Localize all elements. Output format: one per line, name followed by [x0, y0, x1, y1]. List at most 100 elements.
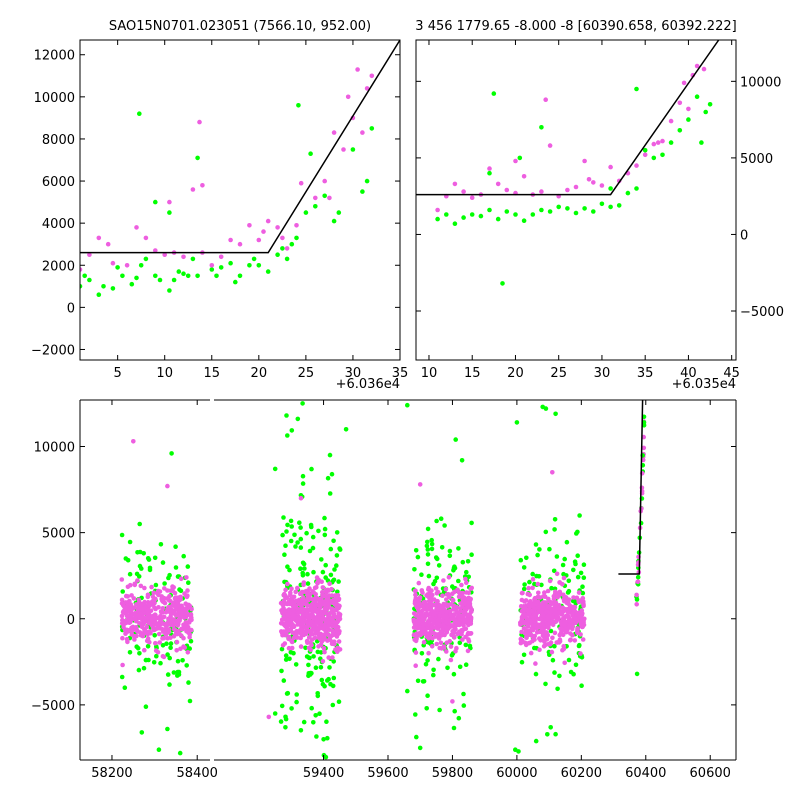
y-tick-label: 10000	[34, 441, 75, 456]
point-green	[566, 578, 572, 584]
point-pink	[435, 207, 440, 213]
point-pink	[142, 647, 147, 653]
point-green	[564, 539, 570, 545]
point-green	[285, 522, 290, 528]
point-pink	[141, 611, 146, 616]
point-pink	[330, 624, 335, 629]
point-pink	[319, 639, 325, 644]
point-green	[233, 279, 238, 285]
point-pink	[651, 141, 657, 147]
point-green	[293, 544, 298, 549]
point-green	[634, 671, 640, 677]
point-green	[283, 657, 289, 662]
x-tick-label: 35	[392, 366, 409, 381]
point-green	[575, 529, 580, 535]
point-green	[319, 557, 324, 562]
x-tick-label: 10	[421, 366, 438, 381]
point-pink	[443, 619, 448, 625]
point-green	[175, 574, 181, 579]
point-green	[431, 667, 436, 673]
point-green	[214, 273, 219, 279]
point-pink	[519, 629, 524, 635]
point-green	[516, 749, 521, 754]
point-green	[343, 427, 349, 432]
point-pink	[461, 189, 466, 194]
point-pink	[532, 637, 537, 642]
point-pink	[261, 229, 266, 234]
point-pink	[307, 608, 313, 613]
point-pink	[185, 624, 191, 630]
point-pink	[412, 619, 418, 624]
point-pink	[545, 588, 551, 594]
x-tick-label: 60400	[625, 766, 666, 781]
point-pink	[452, 181, 458, 187]
point-green	[325, 678, 330, 683]
point-pink	[326, 593, 332, 598]
point-pink	[551, 594, 557, 599]
point-pink	[681, 80, 687, 86]
point-green	[578, 570, 584, 576]
point-green	[549, 585, 554, 591]
point-green	[579, 683, 584, 688]
point-green	[514, 420, 520, 425]
point-pink	[294, 223, 299, 228]
point-pink	[302, 624, 307, 629]
point-pink	[487, 166, 492, 171]
point-pink	[438, 640, 444, 646]
point-green	[360, 189, 365, 194]
point-pink	[526, 585, 531, 591]
point-pink	[540, 622, 546, 628]
point-green	[153, 199, 158, 205]
point-pink	[160, 599, 166, 604]
point-pink	[566, 614, 571, 619]
point-pink	[168, 635, 173, 640]
point-pink	[291, 594, 297, 600]
point-green	[317, 711, 322, 716]
point-pink	[634, 163, 639, 168]
point-green	[560, 562, 566, 568]
point-pink	[469, 195, 475, 200]
point-pink	[542, 637, 547, 642]
point-pink	[120, 635, 125, 641]
point-pink	[147, 639, 152, 645]
point-green	[137, 651, 142, 656]
point-pink	[539, 189, 544, 194]
point-pink	[495, 181, 501, 187]
x-tick-label: 20	[507, 366, 524, 381]
point-green	[432, 579, 438, 584]
point-green	[452, 708, 458, 714]
point-green	[694, 94, 700, 99]
point-green	[487, 207, 492, 213]
point-pink	[145, 614, 150, 620]
point-pink	[561, 606, 567, 612]
point-pink	[541, 603, 546, 609]
point-pink	[334, 624, 339, 629]
point-pink	[445, 602, 450, 607]
point-pink	[581, 599, 586, 604]
point-pink	[304, 627, 310, 632]
point-pink	[297, 627, 303, 633]
point-pink	[321, 646, 327, 651]
x-tick-label: 10	[156, 366, 173, 381]
point-pink	[434, 641, 440, 647]
point-green	[167, 210, 172, 215]
point-green	[552, 670, 557, 675]
point-green	[190, 256, 196, 262]
point-pink	[285, 620, 291, 625]
point-green	[160, 560, 166, 565]
point-green	[425, 552, 431, 557]
point-pink	[149, 599, 155, 605]
point-green	[288, 538, 294, 544]
chart-panel-top-left: SAO15N0701.023051 (7566.10, 952.00) 5 10 1…	[31, 19, 408, 392]
point-green	[173, 565, 179, 570]
point-pink	[119, 577, 125, 582]
point-pink	[559, 626, 564, 632]
point-green	[310, 545, 316, 551]
point-green	[463, 642, 469, 648]
point-green	[543, 406, 549, 411]
point-green	[279, 668, 284, 674]
point-green	[185, 273, 191, 279]
point-pink	[184, 605, 190, 611]
point-pink	[310, 631, 315, 637]
point-pink	[286, 634, 292, 640]
